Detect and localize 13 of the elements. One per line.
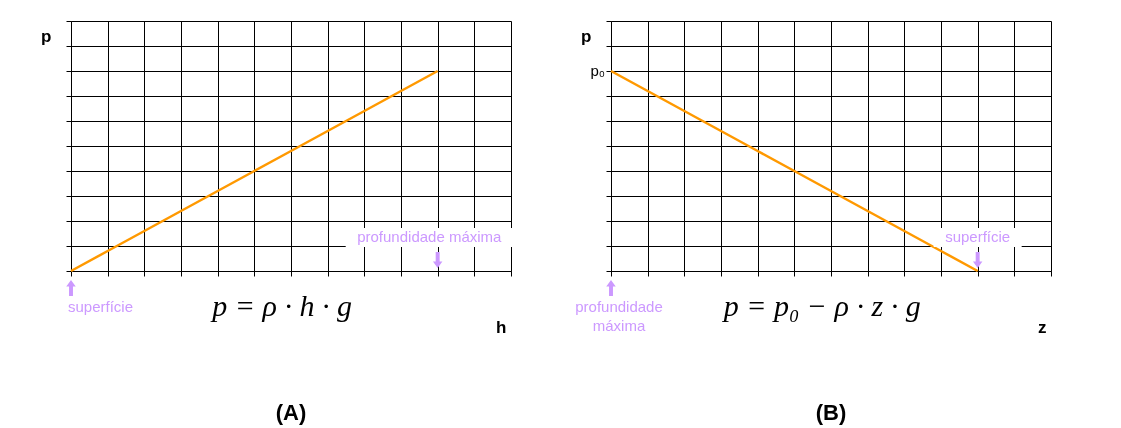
x-axis-title: z	[1038, 317, 1047, 337]
y-axis-title: p	[41, 26, 52, 46]
text: (A)	[275, 400, 307, 425]
text: superfície	[68, 298, 134, 315]
annotation: profundidade máxima	[357, 228, 503, 245]
text: p = p₀ − ρ · z · g	[721, 289, 921, 322]
x-axis-title: h	[496, 317, 507, 337]
y-axis-title: p	[581, 26, 592, 46]
text: profundidade máxima	[575, 298, 663, 334]
text: (B)	[815, 400, 847, 425]
text: p = ρ · h · g	[210, 289, 353, 322]
annotation: superfície	[945, 228, 1011, 245]
text: p₀	[590, 62, 605, 79]
